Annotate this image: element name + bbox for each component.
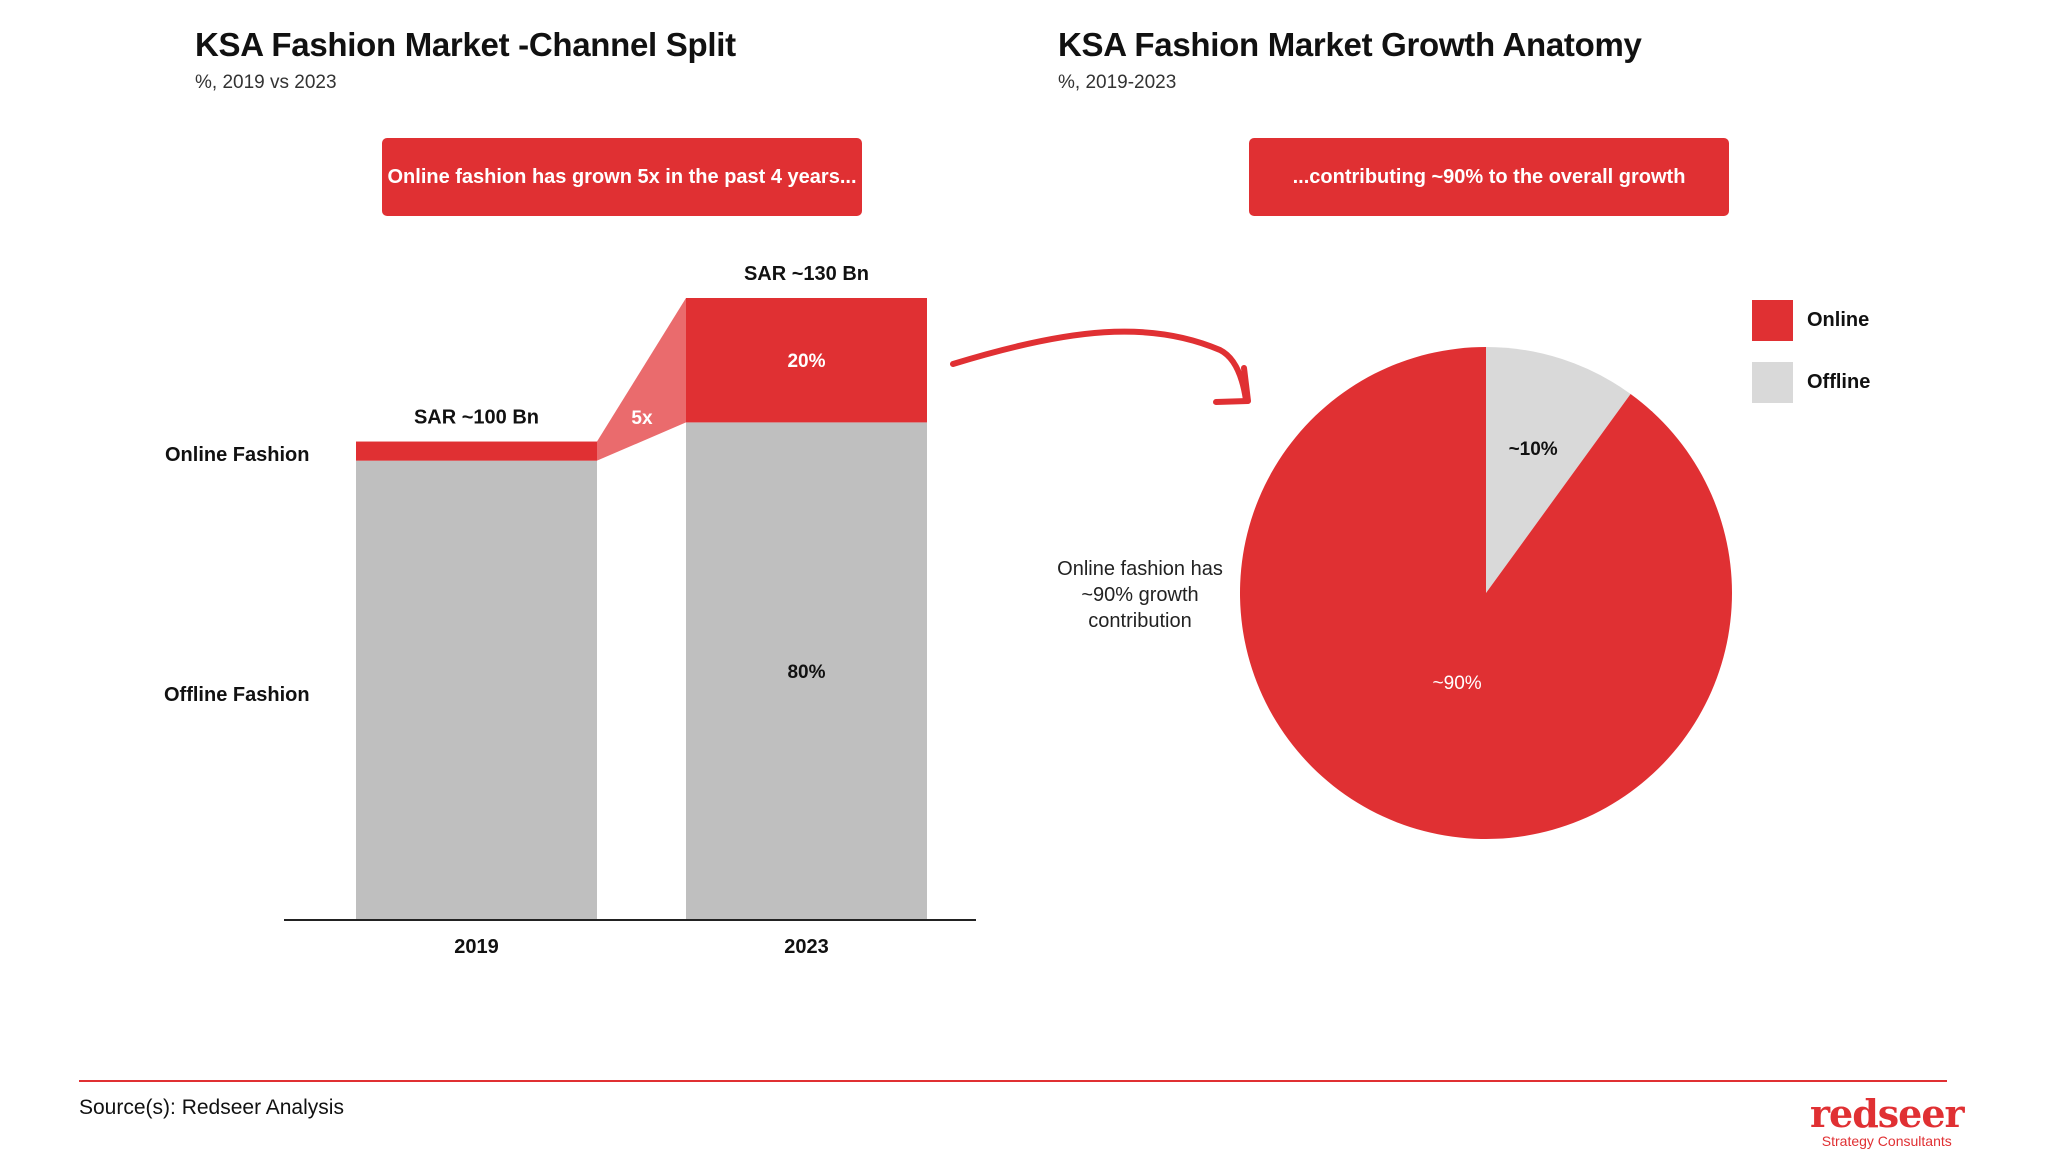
legend-label-online: Online bbox=[1807, 309, 1870, 331]
segment-label-offline-2023: 80% bbox=[787, 662, 825, 683]
growth-connector bbox=[597, 298, 686, 461]
left-callout-banner: Online fashion has grown 5x in the past … bbox=[382, 138, 862, 216]
legend-swatch-offline bbox=[1752, 362, 1793, 403]
right-chart-title: KSA Fashion Market Growth Anatomy bbox=[1058, 26, 1642, 63]
legend-label-offline: Offline bbox=[1807, 371, 1871, 393]
logo-tagline: Strategy Consultants bbox=[1821, 1133, 1952, 1149]
row-label-offline: Offline Fashion bbox=[164, 684, 310, 706]
right-callout-banner: ...contributing ~90% to the overall grow… bbox=[1249, 138, 1729, 216]
pie-annotation-line-1: Online fashion has bbox=[1057, 558, 1223, 580]
pie-label-offline: ~10% bbox=[1509, 439, 1558, 460]
pie-label-online: ~90% bbox=[1433, 673, 1482, 694]
legend-item-online: Online bbox=[1752, 300, 1869, 341]
bar-online-2023 bbox=[686, 298, 927, 423]
segment-label-online-2023: 20% bbox=[787, 351, 825, 372]
total-label-2023: SAR ~130 Bn bbox=[744, 263, 869, 285]
pie-annotation-line-2: ~90% growth bbox=[1081, 584, 1199, 606]
row-label-online: Online Fashion bbox=[165, 444, 310, 466]
growth-multiplier-label: 5x bbox=[631, 408, 653, 429]
pie-annotation: Online fashion has ~90% growth contribut… bbox=[1040, 556, 1240, 634]
right-chart-subtitle: %, 2019-2023 bbox=[1058, 72, 1177, 93]
redseer-logo: redseer Strategy Consultants bbox=[1810, 1091, 1965, 1150]
pie-slice-online bbox=[1240, 347, 1732, 839]
legend-item-offline: Offline bbox=[1752, 362, 1870, 403]
pie-slice-offline bbox=[1486, 347, 1631, 593]
left-chart-subtitle: %, 2019 vs 2023 bbox=[195, 72, 337, 93]
total-label-2019: SAR ~100 Bn bbox=[414, 407, 539, 429]
logo-wordmark: redseer bbox=[1810, 1091, 1965, 1136]
left-chart-title: KSA Fashion Market -Channel Split bbox=[195, 26, 736, 63]
pie-chart: ~10% ~90% bbox=[1240, 347, 1732, 839]
bar-offline-2023 bbox=[686, 422, 927, 920]
source-note: Source(s): Redseer Analysis bbox=[79, 1096, 344, 1119]
footer-divider bbox=[79, 1080, 1947, 1082]
curved-arrow-icon bbox=[950, 328, 1251, 405]
bar-online-2019 bbox=[356, 441, 597, 461]
pie-annotation-line-3: contribution bbox=[1088, 610, 1192, 632]
x-tick-2023: 2023 bbox=[784, 936, 829, 958]
legend-swatch-online bbox=[1752, 300, 1793, 341]
bar-offline-2019 bbox=[356, 460, 597, 920]
x-tick-2019: 2019 bbox=[454, 936, 499, 958]
